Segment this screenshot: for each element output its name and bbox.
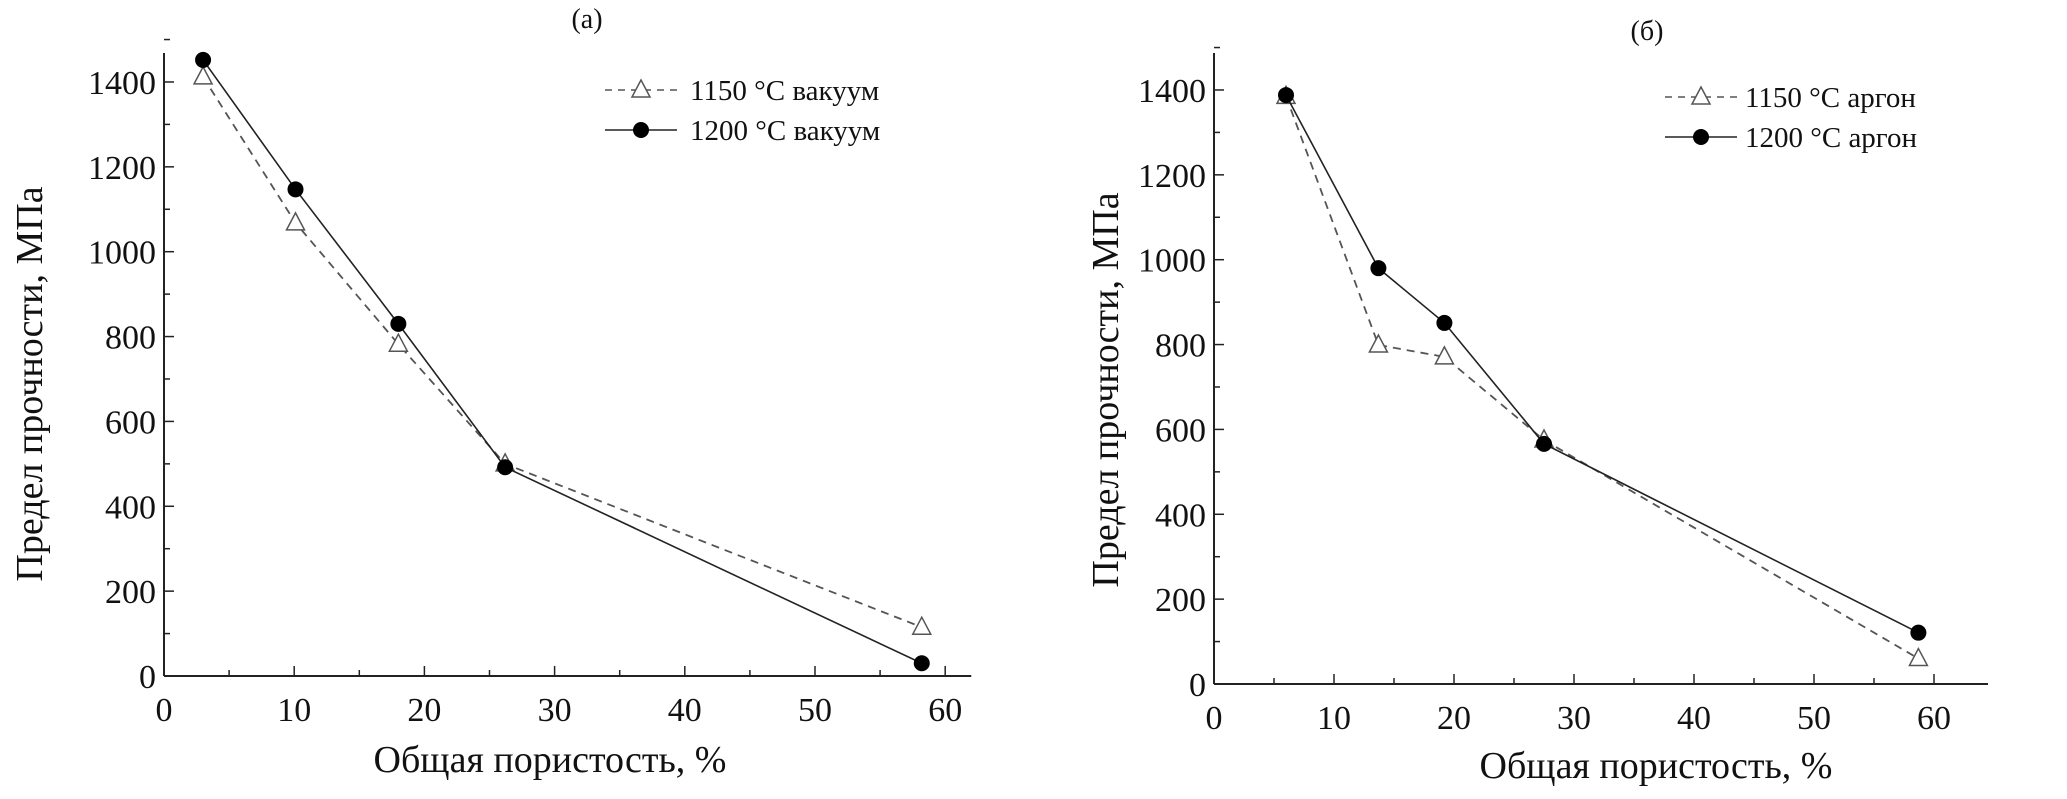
y-tick-label: 1200	[1138, 158, 1206, 195]
y-tick-label: 1000	[88, 235, 156, 272]
y-tick-label: 0	[1189, 667, 1206, 704]
x-tick-label: 60	[1917, 700, 1951, 737]
y-tick-label: 200	[105, 574, 156, 611]
x-tick-label: 40	[1677, 700, 1711, 737]
series-line	[202, 59, 923, 664]
x-tick-label: 50	[798, 692, 832, 729]
chart-panel-a: 0 10 20 30 40 50 600200400600800100012001400(а…	[9, 4, 972, 781]
legend-label: 1150 °C аргон	[1745, 82, 1916, 114]
x-tick-label: 20	[407, 692, 441, 729]
legend-marker	[633, 122, 649, 138]
y-tick-label: 1200	[88, 150, 156, 187]
data-point	[1436, 314, 1453, 331]
data-point	[1536, 435, 1552, 452]
data-point	[911, 615, 933, 635]
panel-title: (а)	[571, 4, 602, 35]
y-tick-label: 600	[1155, 412, 1206, 449]
data-point	[1368, 333, 1389, 353]
data-point	[497, 459, 514, 476]
legend-label: 1200 °C вакуум	[690, 115, 880, 147]
x-tick-label: 10	[1317, 700, 1351, 737]
x-tick-label: 0	[156, 692, 173, 729]
data-point	[287, 181, 304, 198]
y-tick-label: 800	[1155, 328, 1206, 365]
legend-label: 1200 °C аргон	[1745, 122, 1917, 154]
data-point	[285, 211, 306, 231]
x-tick-label: 30	[1557, 700, 1591, 737]
x-tick-label: 60	[928, 692, 962, 729]
y-tick-label: 600	[105, 404, 156, 441]
y-tick-label: 400	[1155, 497, 1206, 534]
y-tick-label: 400	[105, 489, 156, 526]
x-axis-label: Общая пористость, %	[374, 739, 727, 781]
x-axis-label: Общая пористость, %	[1480, 745, 1833, 787]
data-point	[1908, 646, 1929, 667]
x-tick-label: 10	[277, 692, 311, 729]
y-tick-label: 0	[139, 659, 156, 696]
panel-title: (б)	[1631, 16, 1664, 47]
y-tick-label: 200	[1155, 582, 1206, 619]
legend-marker	[1693, 129, 1709, 145]
data-point	[913, 655, 930, 672]
x-tick-label: 50	[1797, 700, 1831, 737]
data-point	[390, 315, 407, 332]
y-tick-label: 1400	[1138, 73, 1206, 110]
data-point	[195, 51, 212, 68]
data-point	[1910, 624, 1927, 641]
x-tick-label: 20	[1437, 700, 1471, 737]
x-tick-label: 30	[538, 692, 572, 729]
data-point	[1434, 345, 1455, 365]
x-tick-label: 40	[668, 692, 702, 729]
series-line	[1285, 96, 1919, 660]
legend-marker	[1690, 85, 1712, 105]
series-line	[1285, 94, 1919, 634]
data-point	[1278, 87, 1294, 104]
x-tick-label: 0	[1206, 700, 1223, 737]
legend-marker	[630, 78, 652, 98]
chart-panel-b: 0 10 20 30 40 50 600200400600800100012001400(б…	[1085, 16, 1988, 787]
data-point	[192, 65, 214, 85]
y-axis-label: Предел прочности, МПа	[1085, 192, 1127, 587]
data-point	[1370, 260, 1387, 277]
y-tick-label: 800	[105, 320, 156, 357]
series-line	[202, 76, 923, 629]
legend-label: 1150 °C вакуум	[690, 75, 879, 107]
y-axis-label: Предел прочности, МПа	[9, 186, 51, 581]
y-tick-label: 1000	[1138, 243, 1206, 280]
y-tick-label: 1400	[88, 65, 156, 102]
data-point	[388, 332, 409, 352]
